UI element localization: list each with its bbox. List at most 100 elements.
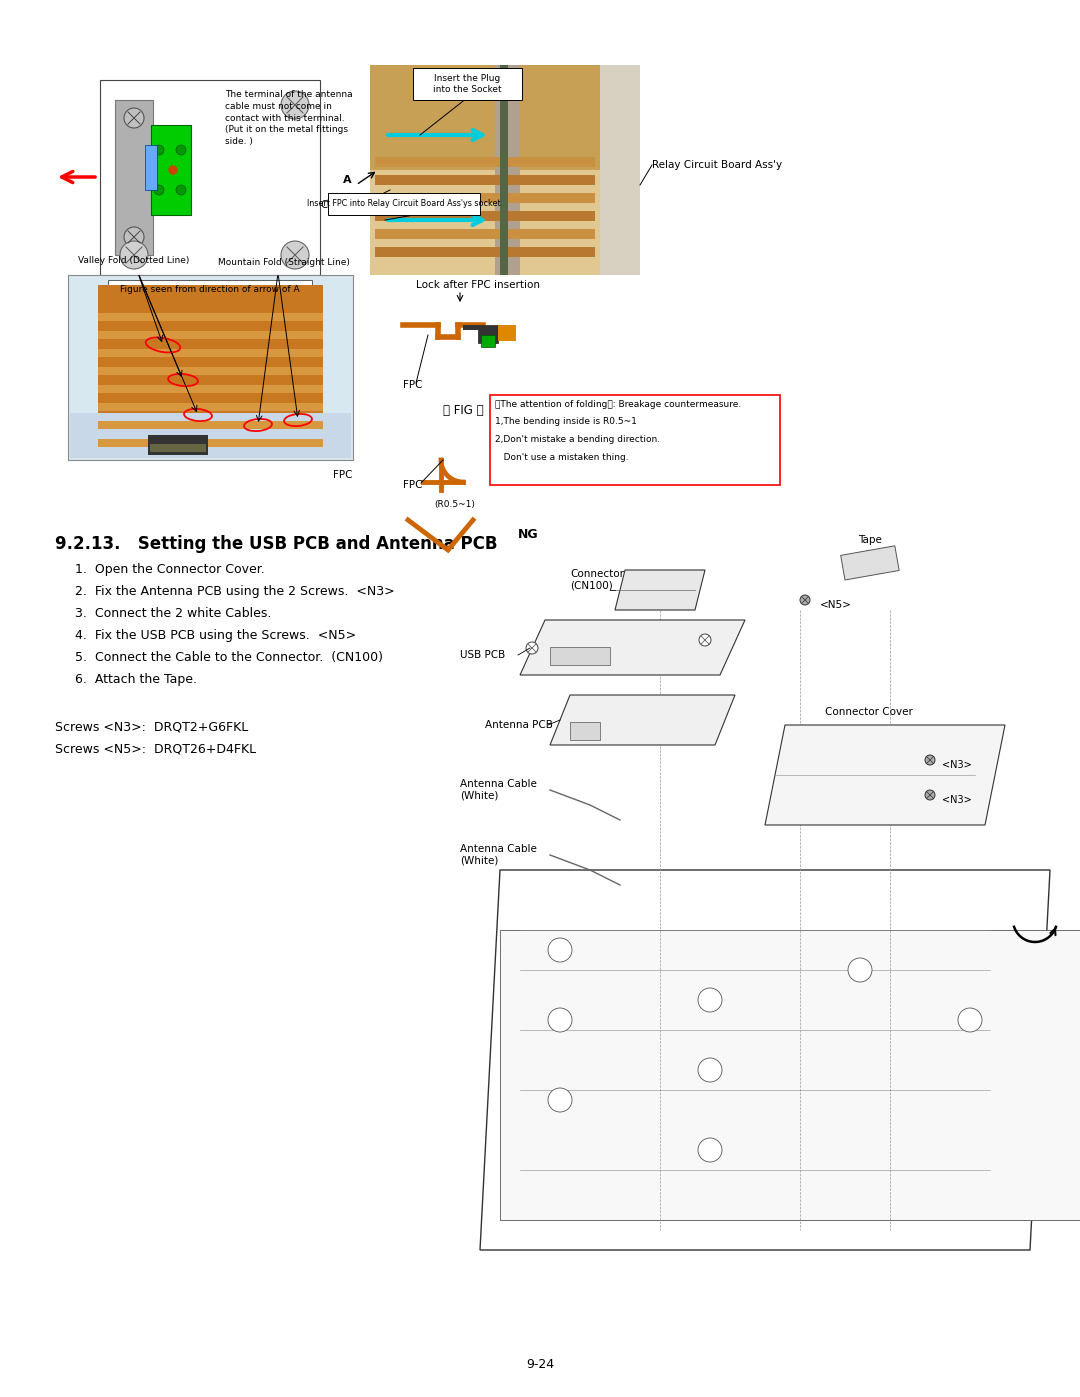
Bar — [490, 395, 780, 485]
Bar — [151, 124, 191, 215]
Text: Insert FPC into Relay Circuit Board Ass'ys socket: Insert FPC into Relay Circuit Board Ass'… — [307, 200, 501, 208]
Text: USB PCB: USB PCB — [460, 650, 505, 659]
Circle shape — [281, 242, 309, 270]
Circle shape — [154, 184, 164, 196]
Circle shape — [699, 634, 711, 645]
Bar — [98, 313, 323, 321]
Text: 9.2.13.   Setting the USB PCB and Antenna PCB: 9.2.13. Setting the USB PCB and Antenna … — [55, 535, 498, 553]
Text: 1,The bending inside is R0.5~1: 1,The bending inside is R0.5~1 — [495, 416, 637, 426]
Text: The terminal of the antenna
cable must not come in
contact with this terminal.
(: The terminal of the antenna cable must n… — [225, 89, 353, 147]
Text: 3.  Connect the 2 white Cables.: 3. Connect the 2 white Cables. — [75, 608, 271, 620]
Bar — [108, 279, 312, 300]
Circle shape — [124, 108, 144, 129]
Circle shape — [548, 1088, 572, 1112]
Bar — [478, 326, 498, 344]
Text: FPC: FPC — [403, 380, 422, 390]
Text: Relay Circuit Board Ass'y: Relay Circuit Board Ass'y — [652, 161, 782, 170]
FancyBboxPatch shape — [413, 68, 522, 101]
Text: 4.  Fix the USB PCB using the Screws.  <N5>: 4. Fix the USB PCB using the Screws. <N5… — [75, 629, 356, 643]
Bar — [500, 66, 508, 275]
Bar — [98, 367, 323, 374]
Text: 《The attention of folding》: Breakage countermeasure.: 《The attention of folding》: Breakage cou… — [495, 400, 741, 409]
Bar — [370, 170, 640, 275]
Circle shape — [698, 988, 723, 1011]
Bar — [98, 349, 323, 358]
Circle shape — [176, 184, 186, 196]
Text: Antenna Cable
(White): Antenna Cable (White) — [460, 844, 537, 866]
Polygon shape — [765, 725, 1005, 826]
Text: Don't use a mistaken thing.: Don't use a mistaken thing. — [495, 453, 629, 462]
Bar — [600, 66, 640, 275]
Bar — [481, 335, 495, 346]
Text: FPC: FPC — [334, 469, 353, 481]
Text: Antenna Cable
(White): Antenna Cable (White) — [460, 780, 537, 800]
Text: Figure seen from direction of arrow of A: Figure seen from direction of arrow of A — [120, 285, 300, 295]
Circle shape — [800, 595, 810, 605]
Circle shape — [698, 1139, 723, 1162]
Circle shape — [168, 166, 177, 175]
Bar — [840, 546, 900, 580]
Bar — [114, 101, 153, 256]
Bar — [98, 386, 323, 393]
Bar — [70, 414, 351, 458]
Bar — [370, 66, 640, 275]
Circle shape — [548, 1009, 572, 1032]
Text: 9-24: 9-24 — [526, 1358, 554, 1372]
Text: <N3>: <N3> — [942, 760, 972, 770]
Text: Cable: Cable — [320, 200, 350, 210]
Circle shape — [124, 226, 144, 247]
Bar — [495, 66, 519, 275]
Polygon shape — [480, 870, 1050, 1250]
Text: 2,Don't mistake a bending direction.: 2,Don't mistake a bending direction. — [495, 434, 660, 444]
Bar — [98, 439, 323, 447]
Bar — [500, 930, 1080, 1220]
Circle shape — [924, 754, 935, 766]
Bar — [375, 156, 595, 168]
Bar — [550, 647, 610, 665]
Text: Insert the Plug
into the Socket: Insert the Plug into the Socket — [433, 74, 501, 94]
Polygon shape — [615, 570, 705, 610]
Text: 5.  Connect the Cable to the Connector.  (CN100): 5. Connect the Cable to the Connector. (… — [75, 651, 383, 664]
Text: 1.  Open the Connector Cover.: 1. Open the Connector Cover. — [75, 563, 265, 576]
Bar — [570, 722, 600, 740]
Bar — [98, 420, 323, 429]
Bar — [100, 80, 320, 275]
Text: 2.  Fix the Antenna PCB using the 2 Screws.  <N3>: 2. Fix the Antenna PCB using the 2 Screw… — [75, 585, 394, 598]
Circle shape — [120, 242, 148, 270]
Bar — [375, 247, 595, 257]
Bar — [375, 193, 595, 203]
Text: Tape: Tape — [859, 535, 882, 545]
Text: 6.  Attach the Tape.: 6. Attach the Tape. — [75, 673, 197, 686]
Text: Screws <N3>:  DRQT2+G6FKL: Screws <N3>: DRQT2+G6FKL — [55, 719, 248, 733]
Text: Connector
(CN100): Connector (CN100) — [570, 569, 624, 591]
Bar — [375, 175, 595, 184]
Circle shape — [176, 145, 186, 155]
Bar — [148, 434, 208, 455]
Bar — [375, 211, 595, 221]
Circle shape — [958, 1009, 982, 1032]
Text: <N3>: <N3> — [942, 795, 972, 805]
Circle shape — [526, 643, 538, 654]
Text: Lock after FPC insertion: Lock after FPC insertion — [416, 279, 540, 291]
Text: 《 FIG 》: 《 FIG 》 — [443, 404, 484, 416]
Text: Screws <N5>:  DRQT26+D4FKL: Screws <N5>: DRQT26+D4FKL — [55, 742, 256, 754]
Bar — [68, 275, 353, 460]
Circle shape — [924, 789, 935, 800]
Bar — [150, 444, 206, 453]
Circle shape — [154, 145, 164, 155]
Polygon shape — [550, 694, 735, 745]
Circle shape — [548, 937, 572, 963]
Text: Antenna PCB: Antenna PCB — [485, 719, 553, 731]
Circle shape — [848, 958, 872, 982]
Bar — [498, 326, 516, 341]
Bar — [98, 285, 323, 440]
Bar — [98, 402, 323, 411]
Text: A: A — [343, 175, 352, 184]
Polygon shape — [519, 620, 745, 675]
Text: Valley Fold (Dotted Line): Valley Fold (Dotted Line) — [78, 256, 189, 265]
Text: <N5>: <N5> — [820, 599, 852, 610]
Bar — [463, 326, 481, 330]
Text: FPC: FPC — [403, 481, 422, 490]
Text: (R0.5~1): (R0.5~1) — [434, 500, 475, 509]
Text: OK: OK — [518, 458, 538, 472]
